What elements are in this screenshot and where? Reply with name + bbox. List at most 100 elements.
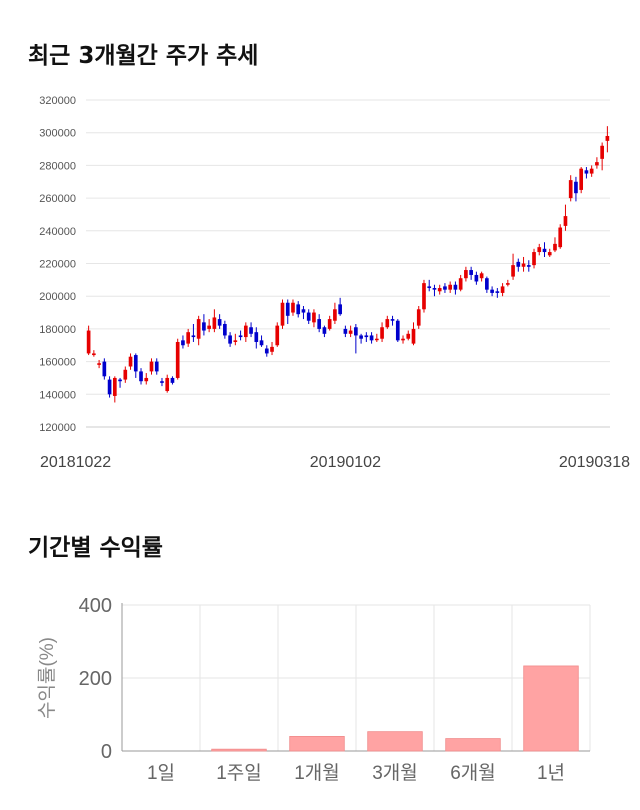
candle-body [223,323,227,336]
candle-body [537,247,542,253]
price-grid [86,99,610,428]
return-bar [523,665,579,752]
candle-body [170,377,175,383]
candle-body [448,284,453,290]
candle-body [553,243,557,251]
candle-body [139,371,143,382]
price-trend-heading: 최근 3개월간 주가 추세 [28,43,259,69]
candle-body [390,319,395,321]
y-axis-label: 수익률(%) [36,637,58,719]
candle-body [516,261,521,267]
candle-body [500,286,505,293]
candle-body [568,180,573,199]
candle-body [422,283,426,310]
candles [86,126,610,403]
candle-body [154,361,159,372]
y-tick-label: 280000 [39,160,76,172]
candle-body [249,327,253,334]
candle-body [270,346,274,352]
candle-body [395,320,400,341]
candle-body [196,319,201,339]
y-tick-label: 300000 [39,128,76,140]
candle-body [416,309,421,326]
candle-body [322,327,327,334]
y-tick-label: 200000 [39,291,76,303]
candle-body [123,369,128,380]
candle-body [181,340,185,346]
returns-bar-chart: 0 200 400 수익률(%) 1일 1주일 1개월 3개월 6개월 1년 [36,595,591,784]
candle-body [92,353,96,356]
candle-body [97,363,101,365]
candle-body [149,361,154,372]
candle-body [574,181,578,194]
candle-body [133,355,138,372]
candle-body [605,135,610,141]
y-tick-label: 220000 [39,259,76,271]
candle-body [175,341,180,378]
candle-body [406,333,411,339]
candle-body [160,381,164,383]
candle-body [207,325,211,329]
x-tick-label: 6개월 [450,762,496,784]
candle-body [338,304,342,315]
candle-body [86,330,91,354]
candle-body [128,356,133,367]
candle-body [532,252,536,266]
candle-body [118,379,122,382]
y-tick-label: 200 [79,668,112,690]
candle-body [458,278,463,290]
candle-body [301,309,306,313]
candle-body [369,335,374,341]
candle-body [333,309,337,321]
candle-body [542,248,547,253]
y-tick-label: 240000 [39,226,76,238]
candle-body [217,319,222,326]
candle-body [490,289,494,293]
y-tick-label: 140000 [39,389,76,401]
candle-body [296,304,301,315]
x-tick-label: 3개월 [372,762,418,784]
x-tick-label: 1개월 [294,762,340,784]
candle-body [280,302,285,326]
candle-body [212,317,217,329]
candlestick-chart: 120000 140000 160000 180000 200000 220000 2400… [39,95,630,471]
y-tick-label: 400 [79,595,112,617]
y-tick-label: 160000 [39,357,76,369]
candle-body [238,335,243,338]
candle-body [505,283,510,285]
return-bar [367,731,423,752]
candle-body [285,302,290,316]
y-tick-label: 120000 [39,422,76,434]
y-tick-label: 180000 [39,324,76,336]
candle-body [306,312,311,321]
candle-body [380,327,384,339]
x-tick-label: 1년 [537,762,565,784]
return-bar [211,748,267,752]
candle-body [107,379,112,395]
candle-body [547,252,552,256]
candle-body [233,340,238,342]
candle-body [411,328,416,344]
candle-body [343,328,348,334]
x-tick-label: 20181022 [40,454,111,471]
candle-body [327,319,332,329]
x-tick-label: 20190318 [559,454,630,471]
x-tick-label: 1일 [147,762,175,784]
candle-body [385,319,390,328]
y-tick-label: 320000 [39,95,76,107]
candle-body [374,338,379,341]
candle-body [259,340,264,346]
y-tick-label: 0 [101,741,112,763]
candle-body [312,312,316,323]
candle-body [102,361,107,377]
candle-body [563,216,568,226]
candle-body [275,325,280,346]
candle-body [264,348,269,354]
candle-body [165,377,170,392]
y-tick-label: 260000 [39,193,76,205]
candle-body [479,273,484,279]
candle-body [584,170,589,174]
candle-body [359,335,363,339]
candle-body [348,330,353,334]
